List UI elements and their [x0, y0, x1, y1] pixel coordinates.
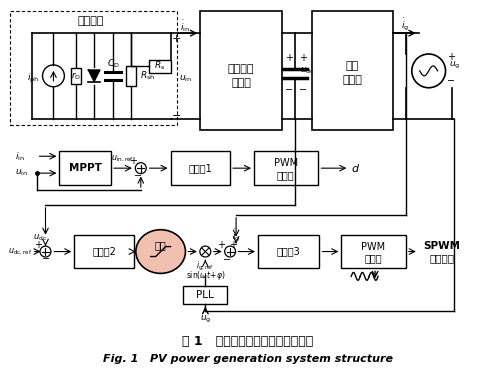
- Text: +: +: [34, 240, 42, 250]
- Text: +: +: [229, 240, 237, 250]
- Text: −: −: [42, 255, 51, 264]
- Text: −: −: [285, 85, 293, 95]
- Text: $u_{\rm dc}$: $u_{\rm dc}$: [300, 66, 315, 76]
- Text: 变换器: 变换器: [231, 78, 251, 88]
- Bar: [71, 68, 81, 84]
- Text: $R_{\rm sh}$: $R_{\rm sh}$: [140, 70, 155, 82]
- Text: +: +: [446, 52, 455, 62]
- Bar: [170, 151, 230, 185]
- Text: $\dot{i}_{\rm g}$: $\dot{i}_{\rm g}$: [401, 17, 409, 33]
- Text: 驱动信号: 驱动信号: [429, 253, 454, 264]
- Text: $\sin(\omega t\!+\!\varphi)$: $\sin(\omega t\!+\!\varphi)$: [185, 269, 225, 282]
- Text: +: +: [285, 53, 293, 63]
- Text: 调制器: 调制器: [277, 170, 295, 180]
- Circle shape: [135, 163, 146, 174]
- Text: −: −: [299, 85, 307, 95]
- Text: $u_{\rm g}$: $u_{\rm g}$: [448, 60, 460, 72]
- Ellipse shape: [136, 230, 185, 274]
- Text: 调制器: 调制器: [364, 253, 382, 264]
- Bar: [312, 11, 393, 130]
- Text: $u_{\rm in}$: $u_{\rm in}$: [15, 168, 28, 178]
- Text: 限幅: 限幅: [155, 240, 166, 251]
- Bar: [200, 11, 282, 130]
- Text: $R_{\rm s}$: $R_{\rm s}$: [154, 60, 166, 72]
- Text: +: +: [299, 53, 307, 63]
- Text: $r_{\rm D}$: $r_{\rm D}$: [71, 70, 82, 82]
- Text: $i_{\rm in}$: $i_{\rm in}$: [15, 150, 24, 163]
- Text: $i_{\rm ph}$: $i_{\rm ph}$: [27, 72, 40, 85]
- Text: +: +: [217, 240, 225, 250]
- Bar: [10, 11, 176, 125]
- Text: 图 1   两级式光伏并网发电系统结构: 图 1 两级式光伏并网发电系统结构: [182, 335, 314, 348]
- Circle shape: [412, 54, 445, 88]
- Bar: [126, 66, 136, 86]
- Text: −: −: [172, 110, 181, 120]
- Text: PWM: PWM: [361, 242, 385, 251]
- Text: MPPT: MPPT: [69, 163, 102, 173]
- Bar: [74, 235, 134, 269]
- Text: SPWM: SPWM: [423, 240, 460, 251]
- Text: $u_{\rm g}$: $u_{\rm g}$: [200, 314, 211, 325]
- Text: PWM: PWM: [274, 158, 298, 168]
- Circle shape: [225, 246, 236, 257]
- Text: $u_{\rm in}$: $u_{\rm in}$: [178, 74, 191, 84]
- Text: −: −: [446, 76, 455, 86]
- Bar: [149, 60, 170, 73]
- Bar: [183, 286, 227, 304]
- Polygon shape: [88, 70, 100, 82]
- Text: −: −: [223, 256, 231, 266]
- Text: $i_{\rm g,ref}$: $i_{\rm g,ref}$: [196, 260, 214, 273]
- Text: 光伏接口: 光伏接口: [228, 64, 254, 74]
- Text: 光伏电池: 光伏电池: [78, 16, 104, 26]
- Text: $u_{\rm dc}$: $u_{\rm dc}$: [33, 232, 47, 243]
- Text: Fig. 1   PV power generation system structure: Fig. 1 PV power generation system struct…: [103, 354, 393, 364]
- Text: $u_{\rm in,ref}$: $u_{\rm in,ref}$: [111, 154, 134, 164]
- Circle shape: [200, 246, 211, 257]
- Text: +: +: [129, 156, 137, 166]
- Text: $\dot{i}_{\rm g}$: $\dot{i}_{\rm g}$: [232, 227, 240, 244]
- Text: +: +: [172, 34, 181, 44]
- Bar: [341, 235, 406, 269]
- Circle shape: [40, 246, 51, 257]
- Text: $u_{\rm dc,ref}$: $u_{\rm dc,ref}$: [8, 247, 32, 257]
- Text: PLL: PLL: [196, 290, 214, 300]
- Text: $\dot{i}_{\rm in}$: $\dot{i}_{\rm in}$: [180, 18, 190, 34]
- Text: 控制器1: 控制器1: [188, 163, 212, 173]
- Text: $d$: $d$: [351, 162, 360, 174]
- Text: 控制器2: 控制器2: [92, 247, 116, 256]
- Bar: [258, 235, 320, 269]
- Text: 逆变器: 逆变器: [342, 75, 362, 85]
- Bar: [254, 151, 319, 185]
- Text: $C_{\rm D}$: $C_{\rm D}$: [106, 58, 119, 70]
- Text: −: −: [134, 171, 142, 181]
- Text: 并网: 并网: [345, 61, 359, 71]
- Circle shape: [43, 65, 64, 87]
- Text: 控制器3: 控制器3: [277, 247, 301, 256]
- Bar: [59, 151, 111, 185]
